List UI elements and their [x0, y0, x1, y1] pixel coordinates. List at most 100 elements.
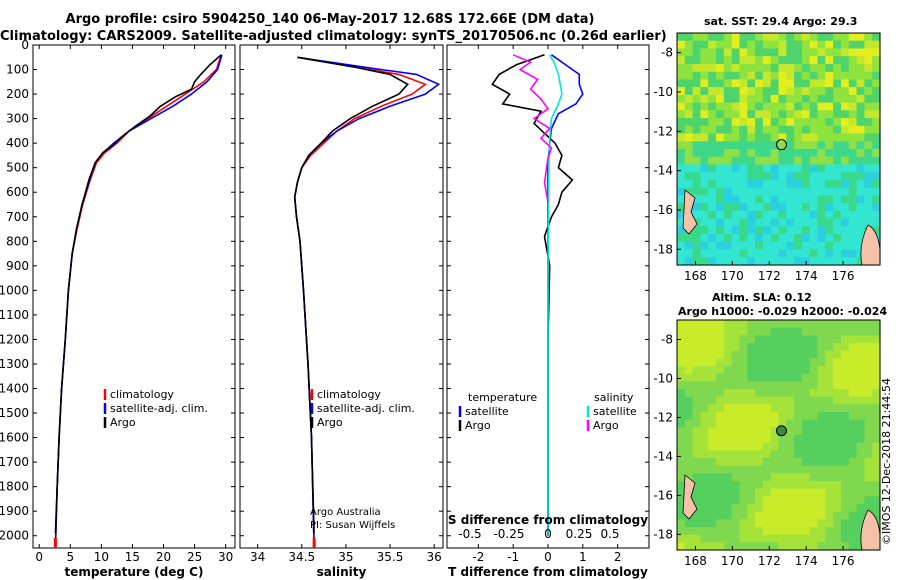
map-cell	[747, 442, 756, 451]
map-cell	[762, 396, 772, 405]
map-cell	[677, 79, 686, 88]
map-cell	[747, 125, 756, 135]
map-cell	[856, 241, 865, 251]
map-cell	[778, 373, 787, 382]
map-cell	[700, 125, 709, 135]
legend-label: satellite-adj. clim.	[317, 402, 415, 415]
map-cell	[708, 473, 717, 482]
map-cell	[864, 404, 873, 413]
map-cell	[677, 419, 686, 428]
map-cell	[716, 33, 725, 42]
map-cell	[723, 102, 733, 111]
map-cell	[692, 542, 701, 551]
map-cell	[770, 133, 780, 142]
map-cell	[677, 458, 686, 467]
map-cell	[762, 102, 772, 111]
map-cell	[841, 79, 850, 88]
map-cell	[833, 87, 842, 96]
map-cell	[677, 350, 686, 359]
map-cell	[723, 141, 733, 150]
map-cell	[778, 435, 787, 444]
map-cell	[817, 234, 826, 243]
map-cell	[731, 381, 741, 390]
map-cell	[872, 396, 881, 405]
map-cell	[848, 427, 858, 436]
depth-tick-label: 1900	[0, 504, 29, 518]
map-cell	[677, 179, 686, 189]
map-cell	[692, 473, 701, 482]
map-cell	[692, 335, 701, 344]
map-cell	[786, 419, 795, 428]
map-cell	[801, 419, 811, 428]
map-cell	[848, 320, 858, 329]
map-cell	[684, 56, 694, 65]
map-cell	[848, 419, 858, 428]
map-cell	[817, 389, 826, 398]
map-cell	[708, 187, 717, 196]
map-cell	[692, 257, 701, 266]
map-cell	[692, 366, 701, 375]
map-cell	[762, 118, 772, 127]
map-cell	[708, 327, 717, 336]
map-cell	[856, 156, 865, 165]
map-cell	[864, 435, 873, 444]
map-cell	[848, 504, 858, 513]
map-cell	[770, 118, 780, 127]
map-cell	[677, 164, 686, 173]
map-cell	[684, 327, 694, 336]
map-cell	[778, 48, 787, 57]
map-cell	[739, 427, 748, 436]
map-cell	[833, 79, 842, 88]
map-cell	[762, 519, 772, 528]
map-cell	[848, 33, 858, 42]
map-cell	[716, 465, 725, 474]
map-cell	[700, 527, 709, 536]
map-cell	[755, 442, 764, 451]
map-cell	[731, 218, 741, 227]
map-cell	[723, 527, 733, 536]
map-cell	[684, 133, 694, 142]
map-cell	[716, 542, 725, 551]
map-cell	[762, 48, 772, 57]
map-cell	[809, 63, 819, 73]
map-cell	[700, 164, 709, 173]
map-cell	[684, 350, 694, 359]
map-cell	[677, 210, 686, 220]
map-cell	[801, 488, 811, 497]
map-cell	[833, 473, 842, 482]
map-cell	[841, 94, 850, 104]
map-cell	[755, 156, 764, 165]
map-cell	[731, 419, 741, 428]
map-cell	[716, 71, 725, 80]
map-cell	[825, 87, 834, 96]
map-cell	[809, 87, 819, 96]
map-cell	[708, 404, 717, 413]
map-cell	[762, 241, 772, 251]
x-tick-label-s: 0.25	[566, 527, 593, 541]
map-cell	[856, 358, 865, 367]
map-cell	[731, 404, 741, 413]
map-cell	[755, 373, 764, 382]
map-cell	[825, 56, 834, 65]
map-cell	[825, 373, 834, 382]
map-cell	[833, 218, 842, 227]
map-cell	[700, 358, 709, 367]
map-cell	[833, 241, 842, 251]
map-cell	[809, 419, 819, 428]
map-cell	[841, 412, 850, 421]
map-cell	[833, 450, 842, 459]
map-cell	[864, 71, 873, 80]
map-cell	[786, 56, 795, 65]
map-cell	[747, 94, 756, 104]
map-cell	[801, 350, 811, 359]
map-cell	[778, 203, 787, 212]
depth-tick-label: 1700	[0, 455, 29, 469]
map-cell	[747, 335, 756, 344]
map-cell	[700, 465, 709, 474]
legend-label: climatology	[110, 388, 174, 401]
map-cell	[716, 373, 725, 382]
map-cell	[762, 79, 772, 88]
map-cell	[700, 542, 709, 551]
map-cell	[872, 358, 881, 367]
map-cell	[778, 366, 787, 375]
